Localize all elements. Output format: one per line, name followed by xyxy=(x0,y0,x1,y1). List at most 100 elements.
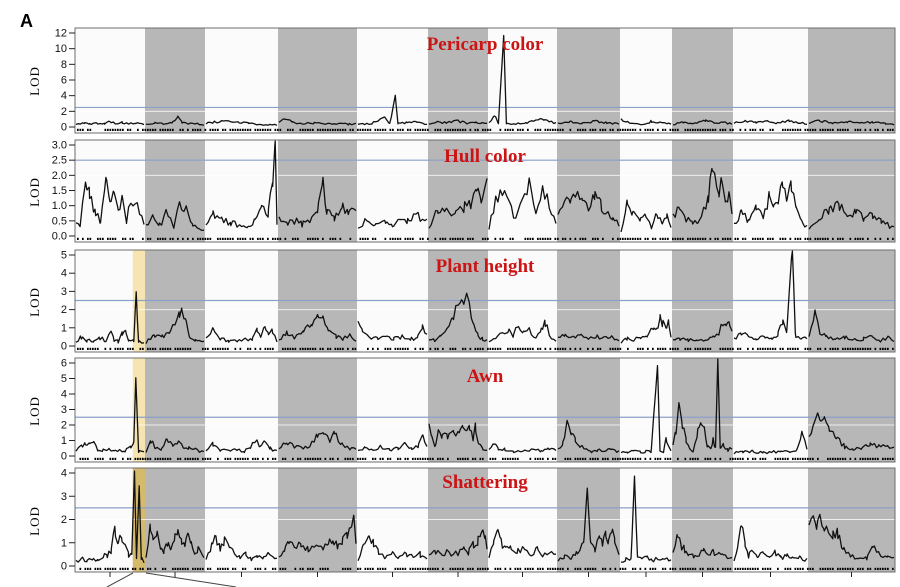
marker-rug xyxy=(414,457,417,460)
marker-rug xyxy=(434,567,437,570)
lod-curve-chr9 xyxy=(620,199,672,233)
marker-rug xyxy=(124,567,127,570)
marker-rug xyxy=(549,347,552,350)
marker-rug xyxy=(849,457,852,460)
marker-rug xyxy=(189,457,192,460)
marker-rug xyxy=(644,237,647,240)
marker-rug xyxy=(384,567,387,570)
marker-rug xyxy=(122,457,124,460)
marker-rug xyxy=(379,128,382,131)
marker-rug xyxy=(429,347,432,350)
marker-rug xyxy=(302,128,304,131)
chrom-band-5 xyxy=(357,358,428,462)
marker-rug xyxy=(142,347,144,350)
marker-rug xyxy=(554,457,557,460)
marker-rug xyxy=(514,567,517,570)
marker-rug xyxy=(772,237,774,240)
marker-rug xyxy=(822,128,824,131)
marker-rug xyxy=(557,347,559,350)
marker-rug xyxy=(164,237,167,240)
marker-rug xyxy=(262,457,264,460)
marker-rug xyxy=(884,347,887,350)
marker-rug xyxy=(612,128,614,131)
marker-rug xyxy=(697,128,699,131)
marker-rug xyxy=(379,567,382,570)
marker-rug xyxy=(99,457,102,460)
marker-rug xyxy=(722,237,724,240)
marker-rug xyxy=(509,237,512,240)
marker-rug xyxy=(674,128,677,131)
lod-curve-chr2 xyxy=(145,201,205,232)
marker-rug xyxy=(532,237,534,240)
marker-rug xyxy=(164,567,167,570)
marker-rug xyxy=(579,237,582,240)
marker-rug xyxy=(707,128,709,131)
marker-rug xyxy=(144,457,147,460)
marker-rug xyxy=(389,237,392,240)
marker-rug xyxy=(389,128,392,131)
marker-rug xyxy=(192,567,194,570)
lod-curve-chr8 xyxy=(557,190,620,227)
marker-rug xyxy=(212,128,214,131)
marker-rug xyxy=(842,237,844,240)
marker-rug xyxy=(109,237,112,240)
marker-rug xyxy=(702,567,704,570)
marker-rug xyxy=(272,567,274,570)
marker-rug xyxy=(367,237,369,240)
marker-rug xyxy=(882,457,884,460)
marker-rug xyxy=(462,128,464,131)
marker-rug xyxy=(707,567,709,570)
marker-rug xyxy=(362,237,364,240)
marker-rug xyxy=(427,128,429,131)
marker-rug xyxy=(607,457,609,460)
marker-rug xyxy=(99,237,102,240)
marker-rug xyxy=(359,457,362,460)
marker-rug xyxy=(277,237,279,240)
marker-rug xyxy=(227,347,229,350)
marker-rug xyxy=(814,237,817,240)
marker-rug xyxy=(177,347,179,350)
marker-rug xyxy=(184,347,187,350)
marker-rug xyxy=(844,128,847,131)
marker-rug xyxy=(207,567,209,570)
marker-rug xyxy=(869,128,872,131)
marker-rug xyxy=(237,237,239,240)
marker-rug xyxy=(807,457,809,460)
marker-rug xyxy=(747,567,749,570)
marker-rug xyxy=(549,237,552,240)
marker-rug xyxy=(719,128,722,131)
marker-rug xyxy=(102,237,104,240)
y-tick-label: 3 xyxy=(61,491,67,503)
marker-rug xyxy=(82,128,84,131)
marker-rug xyxy=(494,237,497,240)
marker-rug xyxy=(524,237,527,240)
marker-rug xyxy=(422,128,424,131)
marker-rug xyxy=(374,237,377,240)
lod-curve-chr5 xyxy=(357,434,428,452)
marker-rug xyxy=(484,237,487,240)
marker-rug xyxy=(194,457,197,460)
marker-rug xyxy=(329,237,332,240)
marker-rug xyxy=(452,128,454,131)
marker-rug xyxy=(614,347,617,350)
marker-rug xyxy=(797,347,799,350)
marker-rug xyxy=(639,347,642,350)
marker-rug xyxy=(139,567,142,570)
marker-rug xyxy=(667,457,669,460)
marker-rug xyxy=(332,128,334,131)
marker-rug xyxy=(87,347,89,350)
marker-rug xyxy=(517,128,519,131)
marker-rug xyxy=(232,128,234,131)
marker-rug xyxy=(794,567,797,570)
marker-rug xyxy=(129,347,132,350)
marker-rug xyxy=(759,237,762,240)
marker-rug xyxy=(312,237,314,240)
marker-rug xyxy=(377,567,379,570)
marker-rug xyxy=(804,128,807,131)
marker-rug xyxy=(697,457,699,460)
marker-rug xyxy=(449,567,452,570)
marker-rug xyxy=(159,457,162,460)
marker-rug xyxy=(367,347,369,350)
marker-rug xyxy=(514,347,517,350)
marker-rug xyxy=(199,237,202,240)
